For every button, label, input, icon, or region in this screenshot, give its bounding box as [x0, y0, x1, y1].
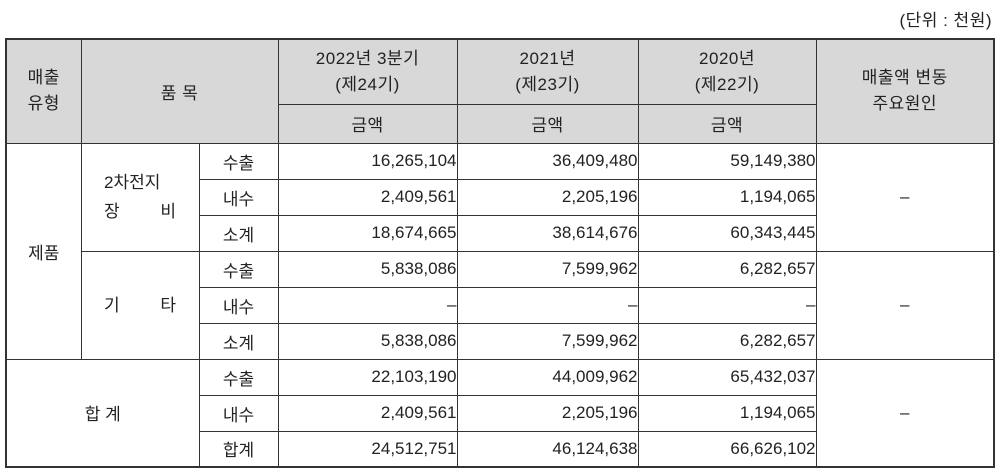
cell-amount-2022: 2,409,561	[277, 394, 458, 432]
cell-row-label-domestic: 내수	[198, 286, 279, 324]
table-row: 합 계 수출 22,103,190 44,009,962 65,432,037 …	[5, 358, 995, 468]
header-sales-type-line2: 유형	[27, 94, 60, 114]
header-row-1: 매출 유형 품 목 2022년 3분기 (제24기) 2021년 (제23기) …	[5, 38, 995, 144]
cell-amount-2022: 24,512,751	[277, 430, 458, 468]
table-row: 소계 18,674,665 38,614,676 60,343,445	[6, 214, 994, 252]
header-period-2021-line2: (제23기)	[515, 74, 580, 94]
table-row: 소계 5,838,086 7,599,962 6,282,657	[6, 322, 994, 360]
table-row: 합계 24,512,751 46,124,638 66,626,102	[6, 430, 994, 468]
unit-label: (단위 : 천원)	[899, 11, 992, 30]
header-period-2020-line2: (제22기)	[694, 74, 760, 94]
header-period-2020: 2020년 (제22기)	[637, 38, 817, 105]
table-row: 기 타 수출 5,838,086 7,599,962 6,282,657 –	[6, 250, 995, 360]
cell-amount-2021: 36,409,480	[456, 142, 639, 180]
sales-by-product-table: 매출 유형 품 목 2022년 3분기 (제24기) 2021년 (제23기) …	[5, 38, 996, 468]
header-period-2020-line1: 2020년	[699, 48, 755, 68]
header-amount-2021: 금액	[456, 103, 639, 144]
header-sales-type-line1: 매출	[27, 68, 60, 88]
cell-amount-2020: 1,194,065	[637, 178, 817, 216]
header-period-2021: 2021년 (제23기)	[456, 38, 639, 105]
cell-amount-2022: 5,838,086	[277, 322, 458, 360]
item-other-line1: 기 타	[104, 295, 176, 315]
item-battery-line1: 2차전지	[104, 173, 161, 192]
cell-amount-2020: 1,194,065	[637, 394, 817, 432]
cell-amount-2020: –	[637, 286, 817, 324]
cell-amount-2022: 18,674,665	[277, 214, 458, 252]
cell-amount-2020: 6,282,657	[637, 250, 817, 288]
cell-row-label-export: 수출	[198, 250, 279, 288]
cell-row-label-subtotal: 소계	[198, 322, 279, 360]
cell-row-label-export: 수출	[198, 358, 279, 396]
cell-item-battery-equipment: 2차전지 장 비	[80, 142, 200, 252]
cell-amount-2020: 6,282,657	[637, 322, 817, 360]
table-row: 제품 2차전지 장 비 수출 16,265,104 36,409,480 59,…	[5, 142, 995, 360]
header-period-2022-line2: (제24기)	[335, 74, 400, 94]
cell-amount-2021: 7,599,962	[456, 250, 639, 288]
cell-product-group: 제품	[5, 142, 82, 360]
header-amount-2020: 금액	[637, 103, 817, 144]
table-row: 내수 2,409,561 2,205,196 1,194,065	[6, 178, 994, 216]
cell-amount-2021: 2,205,196	[456, 178, 639, 216]
cell-amount-2022: –	[277, 286, 458, 324]
cell-row-label-subtotal: 소계	[198, 214, 279, 252]
cell-row-label-domestic: 내수	[198, 178, 279, 216]
cell-amount-2022: 22,103,190	[277, 358, 458, 396]
cell-amount-2020: 66,626,102	[637, 430, 817, 468]
cell-amount-2021: 2,205,196	[456, 394, 639, 432]
cell-amount-2021: 7,599,962	[456, 322, 639, 360]
header-sales-type: 매출 유형	[5, 38, 82, 144]
cell-row-label-export: 수출	[198, 142, 279, 180]
item-battery-line2: 장 비	[104, 202, 176, 221]
header-amount-2022: 금액	[277, 103, 458, 144]
cell-amount-2021: 44,009,962	[456, 358, 639, 396]
header-change-reason-line2: 주요원인	[872, 94, 938, 114]
header-period-2022: 2022년 3분기 (제24기)	[277, 38, 458, 105]
cell-amount-2021: 46,124,638	[456, 430, 639, 468]
table-row: 내수 – – –	[6, 286, 994, 324]
header-item: 품 목	[80, 38, 279, 144]
cell-amount-2022: 2,409,561	[277, 178, 458, 216]
cell-row-label-total: 합계	[198, 430, 279, 468]
header-row-2: 금액 금액 금액	[6, 103, 994, 144]
cell-amount-2020: 60,343,445	[637, 214, 817, 252]
cell-change-reason: –	[815, 142, 995, 252]
cell-amount-2021: 38,614,676	[456, 214, 639, 252]
header-change-reason: 매출액 변동 주요원인	[815, 38, 995, 144]
cell-amount-2020: 65,432,037	[637, 358, 817, 396]
cell-amount-2021: –	[456, 286, 639, 324]
cell-row-label-domestic: 내수	[198, 394, 279, 432]
cell-grand-total-label: 합 계	[5, 358, 200, 468]
header-change-reason-line1: 매출액 변동	[861, 68, 948, 88]
header-period-2022-line1: 2022년 3분기	[315, 48, 420, 68]
cell-amount-2020: 59,149,380	[637, 142, 817, 180]
cell-item-other: 기 타	[80, 250, 200, 360]
header-period-2021-line1: 2021년	[519, 48, 576, 68]
cell-change-reason: –	[815, 250, 995, 360]
cell-amount-2022: 5,838,086	[277, 250, 458, 288]
cell-amount-2022: 16,265,104	[277, 142, 458, 180]
cell-change-reason: –	[815, 358, 995, 468]
